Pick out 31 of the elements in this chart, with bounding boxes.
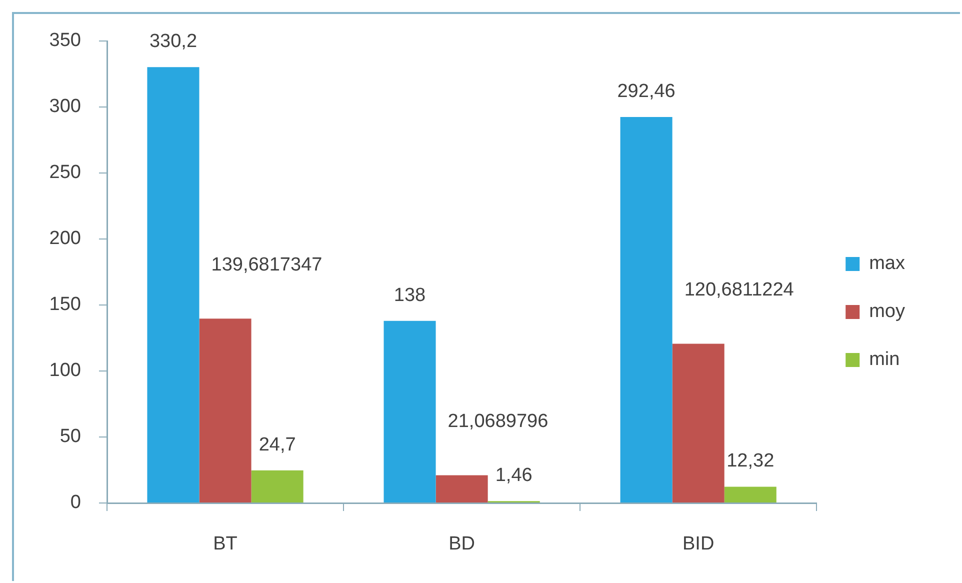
bar [620,116,672,502]
bar [384,320,436,502]
y-tick-label: 0 [70,492,81,514]
data-label: 138 [394,284,426,306]
bar [251,470,304,502]
y-tick-label: 50 [60,426,81,448]
y-tick-label: 350 [49,30,81,52]
legend-label: min [869,349,900,370]
legend-label: moy [869,301,906,322]
bar [199,318,252,502]
data-label: 330,2 [149,31,198,52]
data-label: 1,46 [495,465,532,486]
bar [672,344,724,502]
x-tick-label: BD [448,534,476,555]
bar [724,486,776,502]
bar [147,67,200,502]
y-tick-label: 300 [49,96,81,118]
data-label: 139,6817347 [211,254,322,276]
x-tick-label: BT [213,534,238,555]
y-tick-label: 200 [49,228,81,250]
y-tick-label: 150 [49,294,81,316]
data-label: 21,0689796 [448,411,548,432]
bar [436,475,488,502]
data-label: 292,46 [617,80,676,102]
y-tick-label: 250 [49,162,81,184]
data-label: 24,7 [258,434,296,456]
x-tick-label: BID [682,534,714,555]
legend-label: max [869,253,906,274]
data-label: 120,6811224 [684,280,794,301]
y-tick-label: 100 [49,360,81,382]
data-label: 12,32 [726,450,774,472]
